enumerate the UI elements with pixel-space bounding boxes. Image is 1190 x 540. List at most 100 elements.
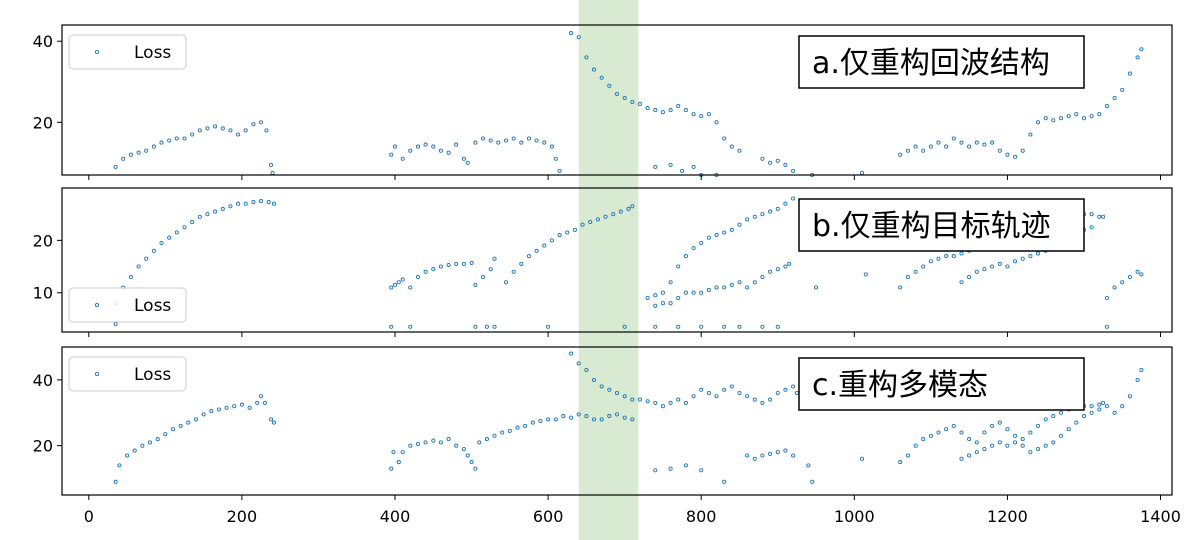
data-point xyxy=(147,440,153,445)
x-tick-label: 0 xyxy=(84,507,94,526)
data-point xyxy=(775,324,780,329)
data-point xyxy=(630,417,635,422)
data-point xyxy=(408,324,413,329)
data-point xyxy=(1139,272,1144,277)
data-point xyxy=(461,261,466,266)
data-point xyxy=(258,120,264,125)
scatter-points xyxy=(113,351,1144,484)
data-point xyxy=(668,466,673,471)
data-point xyxy=(144,148,149,153)
data-point xyxy=(569,351,574,356)
data-point xyxy=(714,233,719,238)
data-point xyxy=(1074,112,1079,117)
data-point xyxy=(683,400,688,405)
data-point xyxy=(660,290,665,295)
data-point xyxy=(258,394,264,399)
x-tick-label: 1400 xyxy=(1140,507,1181,526)
data-point xyxy=(653,293,658,298)
data-point xyxy=(1035,423,1041,428)
data-point xyxy=(1028,450,1033,455)
data-point xyxy=(454,443,459,448)
data-point xyxy=(132,448,137,453)
data-point xyxy=(668,400,673,405)
data-point xyxy=(676,397,681,402)
data-point xyxy=(607,414,612,419)
data-point xyxy=(1066,427,1071,432)
data-point xyxy=(729,144,734,149)
data-point xyxy=(423,142,428,147)
data-point xyxy=(484,437,489,442)
data-point xyxy=(576,412,581,417)
data-point xyxy=(519,261,524,266)
data-point xyxy=(1097,112,1102,117)
data-point xyxy=(503,138,509,143)
data-point xyxy=(270,170,275,176)
data-point xyxy=(974,440,979,445)
data-point xyxy=(768,209,773,214)
data-point xyxy=(951,136,956,141)
data-point xyxy=(1101,400,1106,405)
data-point xyxy=(645,295,650,301)
data-point xyxy=(1020,256,1025,261)
data-point xyxy=(775,450,780,455)
data-point xyxy=(653,324,658,329)
data-point xyxy=(507,428,512,433)
data-point xyxy=(1104,295,1109,301)
data-point xyxy=(438,148,443,153)
data-point xyxy=(791,196,796,201)
annotation-box xyxy=(798,35,1085,89)
data-point xyxy=(959,456,964,461)
data-point xyxy=(1028,132,1033,137)
data-point xyxy=(167,138,172,143)
data-point xyxy=(400,450,405,455)
data-point xyxy=(1135,269,1140,274)
data-point xyxy=(607,83,612,88)
legend: Loss xyxy=(68,287,187,323)
data-point xyxy=(557,233,562,238)
data-point xyxy=(760,212,765,217)
data-point xyxy=(408,148,413,153)
data-point xyxy=(1013,259,1018,264)
data-point xyxy=(668,280,673,285)
data-point xyxy=(863,272,868,277)
data-point xyxy=(523,423,528,428)
data-point xyxy=(974,140,979,145)
data-point xyxy=(492,256,497,261)
data-point xyxy=(752,214,757,219)
legend-marker xyxy=(94,302,100,308)
data-point xyxy=(928,144,933,149)
annotation-text: a.仅重构回波结构 xyxy=(812,46,1050,81)
data-point xyxy=(1120,280,1125,285)
data-point xyxy=(722,387,727,392)
data-point xyxy=(167,235,172,240)
data-point xyxy=(553,417,558,422)
data-point xyxy=(607,387,612,392)
data-point xyxy=(232,404,237,409)
data-point xyxy=(1035,251,1041,256)
data-point xyxy=(714,120,719,125)
data-point xyxy=(990,140,995,145)
data-point xyxy=(1058,433,1064,438)
data-point xyxy=(668,162,673,167)
annotation: c.重构多模态 xyxy=(798,357,1085,411)
data-point xyxy=(775,158,780,163)
data-point xyxy=(630,99,635,105)
data-point xyxy=(461,446,466,452)
data-point xyxy=(454,142,459,147)
data-point xyxy=(928,259,933,264)
data-point xyxy=(737,280,742,285)
data-point xyxy=(783,201,788,206)
data-point xyxy=(1058,410,1064,415)
data-point xyxy=(599,384,604,389)
data-point xyxy=(565,230,570,235)
data-point xyxy=(213,209,218,214)
data-point xyxy=(205,126,210,131)
data-point xyxy=(760,156,765,161)
data-point xyxy=(569,415,574,420)
data-point xyxy=(391,450,396,455)
data-point xyxy=(668,301,673,306)
data-point xyxy=(1127,71,1132,76)
data-point xyxy=(997,440,1002,445)
data-point xyxy=(967,453,972,458)
data-point xyxy=(729,227,734,232)
